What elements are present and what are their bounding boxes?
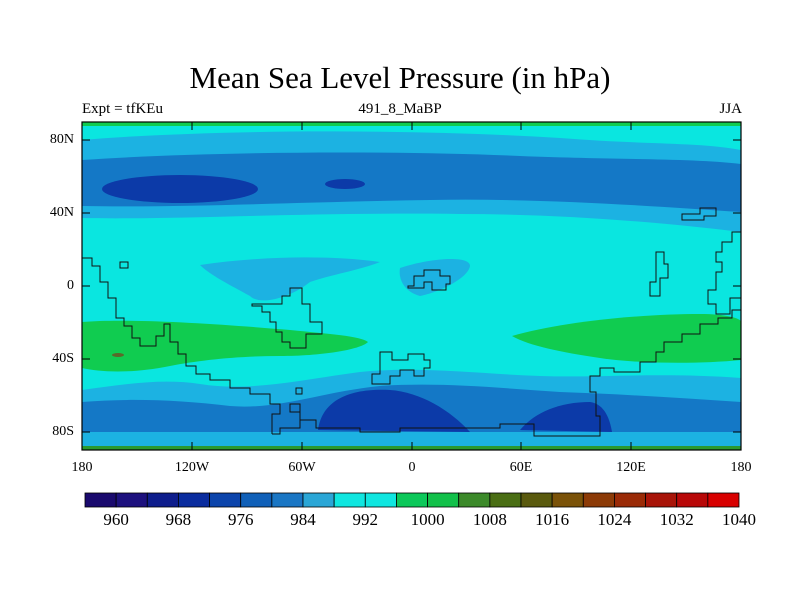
lat-label-0: 0 xyxy=(67,278,74,293)
colorbar-swatch xyxy=(645,492,678,508)
colorbar-swatch xyxy=(707,492,740,508)
tropical-tongue-west xyxy=(200,257,380,301)
colorbar xyxy=(84,492,740,508)
lon-label-180e: 180 xyxy=(730,460,752,475)
colorbar-label: 1040 xyxy=(722,510,756,529)
colorbar-swatch xyxy=(84,492,117,508)
colorbar-swatch xyxy=(240,492,273,508)
colorbar-label: 1000 xyxy=(410,510,445,529)
run-label: 491_8_MaBP xyxy=(358,101,442,117)
colorbar-label: 1032 xyxy=(659,510,694,529)
season-label: JJA xyxy=(719,101,742,117)
colorbar-label: 960 xyxy=(103,510,129,529)
coastline-africa xyxy=(251,287,323,349)
colorbar-swatch xyxy=(146,492,179,508)
colorbar-label: 1024 xyxy=(597,510,632,529)
lon-label-120w: 120W xyxy=(174,460,210,475)
colorbar-swatch xyxy=(178,492,210,508)
lat-label-40n: 40N xyxy=(49,205,74,220)
colorbar-swatch xyxy=(551,492,584,508)
coastline-madagascar xyxy=(295,387,303,395)
colorbar-label: 1008 xyxy=(472,510,507,529)
map-title: Mean Sea Level Pressure (in hPa) xyxy=(189,60,611,95)
colorbar-label: 984 xyxy=(290,510,316,529)
lon-label-180w: 180 xyxy=(71,460,93,475)
coastline-south-america xyxy=(82,257,281,434)
north-low-central xyxy=(325,179,365,189)
south-high-west xyxy=(82,320,368,372)
lat-label-40s: 40S xyxy=(52,351,74,366)
colorbar-swatch xyxy=(209,492,242,508)
colorbar-label: 976 xyxy=(227,510,254,529)
colorbar-swatch xyxy=(396,492,428,508)
pressure-field xyxy=(82,122,741,450)
coastline-east-asia xyxy=(707,231,741,315)
colorbar-label: 992 xyxy=(352,510,379,529)
colorbar-swatch xyxy=(302,492,335,508)
colorbar-swatch xyxy=(520,492,553,508)
colorbar-swatch xyxy=(333,492,366,508)
coastline-north-pacific xyxy=(681,207,717,221)
coastline-india xyxy=(371,351,431,385)
colorbar-swatch xyxy=(458,492,491,508)
lat-label-80n: 80N xyxy=(49,132,74,147)
colorbar-swatch xyxy=(676,492,709,508)
colorbar-swatch xyxy=(364,492,397,508)
small-low xyxy=(112,353,124,357)
lon-label-60e: 60E xyxy=(509,460,533,475)
south-high-east xyxy=(512,314,741,363)
axis-ticks xyxy=(82,122,741,450)
colorbar-swatch xyxy=(427,492,460,508)
coastline-island xyxy=(119,261,129,269)
colorbar-swatch xyxy=(614,492,646,508)
south-low-east xyxy=(520,402,612,432)
south-low-west xyxy=(318,389,470,432)
colorbar-swatch xyxy=(489,492,522,508)
colorbar-label: 968 xyxy=(165,510,192,529)
colorbar-swatch xyxy=(115,492,148,508)
coastline-arabia xyxy=(407,269,451,291)
coastline-indonesia xyxy=(649,251,669,297)
north-low-west xyxy=(102,175,258,203)
colorbar-swatch xyxy=(271,492,304,508)
coastline-antarctica xyxy=(272,309,741,437)
experiment-label: Expt = tfKEu xyxy=(82,101,163,117)
colorbar-swatch xyxy=(582,492,615,508)
lon-label-120e: 120E xyxy=(616,460,646,475)
coastlines xyxy=(82,207,741,437)
lon-label-0: 0 xyxy=(408,460,416,475)
north-mid-band xyxy=(82,152,741,212)
tropical-tongue-east xyxy=(399,259,470,296)
lat-label-80s: 80S xyxy=(52,424,74,439)
lon-label-60w: 60W xyxy=(288,460,316,475)
colorbar-label: 1016 xyxy=(535,510,570,529)
